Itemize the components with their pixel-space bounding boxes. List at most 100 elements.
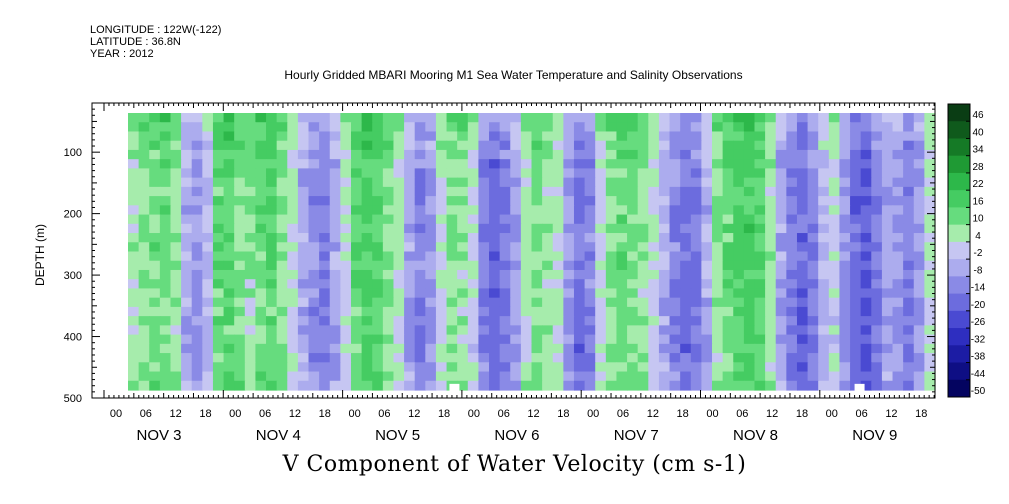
heatmap-cell bbox=[489, 242, 501, 253]
heatmap-cell bbox=[457, 205, 469, 216]
heatmap-cell bbox=[361, 131, 373, 142]
heatmap-cell bbox=[860, 131, 872, 142]
heatmap-cell bbox=[584, 168, 596, 179]
heatmap-cell bbox=[733, 177, 745, 188]
heatmap-cell bbox=[807, 316, 819, 326]
heatmap-cell bbox=[329, 177, 341, 188]
heatmap-cell bbox=[340, 159, 352, 169]
heatmap-cell bbox=[181, 353, 193, 363]
heatmap-cell bbox=[350, 334, 363, 345]
heatmap-cell bbox=[828, 131, 841, 142]
heatmap-cell bbox=[414, 140, 426, 151]
heatmap-cell bbox=[170, 371, 182, 382]
heatmap-cell bbox=[138, 251, 150, 262]
heatmap-cell bbox=[754, 306, 766, 317]
heatmap-cell bbox=[467, 242, 480, 253]
heatmap-cell bbox=[658, 159, 671, 169]
heatmap-cell bbox=[765, 233, 777, 243]
heatmap-cell bbox=[542, 371, 554, 382]
heatmap-cell bbox=[605, 233, 618, 243]
heatmap-cell bbox=[743, 343, 756, 354]
heatmap-cell bbox=[520, 122, 533, 133]
heatmap-cell bbox=[297, 325, 310, 336]
heatmap-cell bbox=[393, 353, 405, 363]
heatmap-cell bbox=[584, 242, 596, 253]
heatmap-cell bbox=[892, 122, 904, 133]
heatmap-cell bbox=[605, 242, 618, 253]
heatmap-cell bbox=[754, 269, 766, 280]
heatmap-cell bbox=[892, 159, 904, 169]
heatmap-cell bbox=[903, 353, 915, 363]
heatmap-cell bbox=[796, 288, 809, 299]
heatmap-cell bbox=[372, 316, 384, 326]
heatmap-cell bbox=[712, 371, 724, 382]
heatmap-cell bbox=[542, 343, 554, 354]
heatmap-cell bbox=[627, 316, 639, 326]
heatmap-cell bbox=[818, 242, 830, 253]
heatmap-cell bbox=[913, 306, 925, 317]
heatmap-cell bbox=[616, 159, 628, 169]
heatmap-cell bbox=[860, 279, 872, 290]
heatmap-cell bbox=[542, 149, 554, 160]
heatmap-cell bbox=[733, 214, 745, 225]
heatmap-cell bbox=[159, 297, 172, 308]
heatmap-cell bbox=[404, 362, 416, 373]
heatmap-cell bbox=[244, 131, 257, 142]
heatmap-cell bbox=[754, 371, 766, 382]
heatmap-cell bbox=[520, 214, 533, 225]
heatmap-cell bbox=[393, 177, 405, 188]
heatmap-cell bbox=[542, 260, 554, 271]
heatmap-cell bbox=[382, 362, 395, 373]
heatmap-cell bbox=[181, 223, 193, 234]
heatmap-cell bbox=[616, 223, 628, 234]
heatmap-cell bbox=[552, 306, 564, 317]
heatmap-cell bbox=[690, 186, 702, 197]
heatmap-cell bbox=[542, 122, 554, 133]
heatmap-cell bbox=[775, 223, 787, 234]
heatmap-cell bbox=[457, 196, 469, 206]
heatmap-cell bbox=[382, 205, 395, 216]
heatmap-cell bbox=[520, 251, 533, 262]
heatmap-cell bbox=[605, 196, 618, 206]
heatmap-cell bbox=[414, 279, 426, 290]
x-tick-label: 06 bbox=[498, 408, 510, 420]
heatmap-cell bbox=[170, 233, 182, 243]
heatmap-cell bbox=[510, 316, 522, 326]
heatmap-cell bbox=[775, 205, 787, 216]
heatmap-cell bbox=[159, 168, 172, 179]
heatmap-cell bbox=[499, 177, 511, 188]
heatmap-cell bbox=[552, 343, 564, 354]
x-tick-label: 00 bbox=[468, 408, 480, 420]
heatmap-cell bbox=[319, 149, 331, 160]
heatmap-cell bbox=[266, 288, 278, 299]
heatmap-cell bbox=[573, 380, 586, 391]
heatmap-cell bbox=[520, 196, 533, 206]
heatmap-cell bbox=[552, 353, 564, 363]
heatmap-cell bbox=[903, 149, 915, 160]
heatmap-cell bbox=[637, 251, 649, 262]
heatmap-cell bbox=[669, 113, 681, 123]
heatmap-cell bbox=[595, 353, 607, 363]
heatmap-cell bbox=[648, 140, 660, 151]
heatmap-cell bbox=[202, 205, 214, 216]
heatmap-cell bbox=[350, 316, 363, 326]
heatmap-cell bbox=[425, 306, 437, 317]
heatmap-cell bbox=[584, 233, 596, 243]
heatmap-cell bbox=[754, 334, 766, 345]
heatmap-cell bbox=[669, 334, 681, 345]
heatmap-cell bbox=[605, 122, 618, 133]
heatmap-cell bbox=[159, 223, 172, 234]
heatmap-cell bbox=[616, 149, 628, 160]
heatmap-cell bbox=[467, 168, 480, 179]
heatmap-cell bbox=[658, 113, 671, 123]
heatmap-cell bbox=[340, 223, 352, 234]
heatmap-cell bbox=[552, 159, 564, 169]
heatmap-cell bbox=[393, 122, 405, 133]
heatmap-cell bbox=[563, 131, 575, 142]
heatmap-cell bbox=[924, 306, 936, 317]
heatmap-cell bbox=[191, 223, 203, 234]
heatmap-cell bbox=[531, 380, 543, 391]
heatmap-cell bbox=[658, 380, 671, 391]
heatmap-cell bbox=[881, 159, 894, 169]
heatmap-cell bbox=[287, 113, 299, 123]
